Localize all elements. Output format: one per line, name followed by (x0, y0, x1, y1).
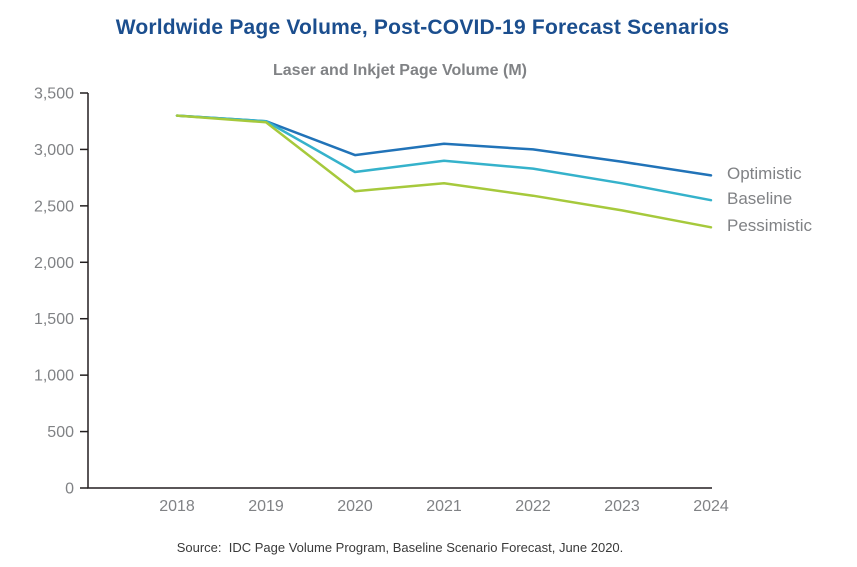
series-label-pessimistic: Pessimistic (727, 216, 813, 236)
chart-subtitle: Laser and Inkjet Page Volume (M) (273, 62, 527, 79)
series-line-pessimistic (175, 114, 713, 229)
x-axis-tick-label: 2019 (248, 498, 284, 515)
axis-lines (87, 93, 712, 489)
x-axis-tick-label: 2023 (604, 498, 640, 515)
chart-title: Worldwide Page Volume, Post-COVID-19 For… (115, 16, 730, 39)
x-axis-tick-label: 2024 (693, 498, 729, 515)
y-axis-tick-label: 1,000 (34, 368, 74, 385)
y-axis-tick-label: 2,500 (34, 198, 74, 215)
y-axis-tick-label: 1,500 (34, 311, 74, 328)
series-line-optimistic (175, 114, 713, 177)
x-axis-tick-label: 2021 (426, 498, 462, 515)
y-axis-tick-label: 3,500 (34, 86, 74, 103)
y-axis-tick-label: 3,000 (34, 142, 74, 159)
y-axis-tick-label: 0 (65, 481, 74, 498)
source-note: Source: IDC Page Volume Program, Baselin… (176, 540, 624, 555)
y-axis-tick-label: 500 (47, 424, 74, 441)
x-axis-tick-label: 2022 (515, 498, 551, 515)
series-label-baseline: Baseline (727, 189, 793, 209)
series-line-baseline (175, 114, 713, 202)
x-axis-tick-label: 2020 (337, 498, 373, 515)
y-axis-tick-label: 2,000 (34, 255, 74, 272)
x-axis-tick-label: 2018 (159, 498, 195, 515)
series-label-optimistic: Optimistic (727, 164, 802, 184)
